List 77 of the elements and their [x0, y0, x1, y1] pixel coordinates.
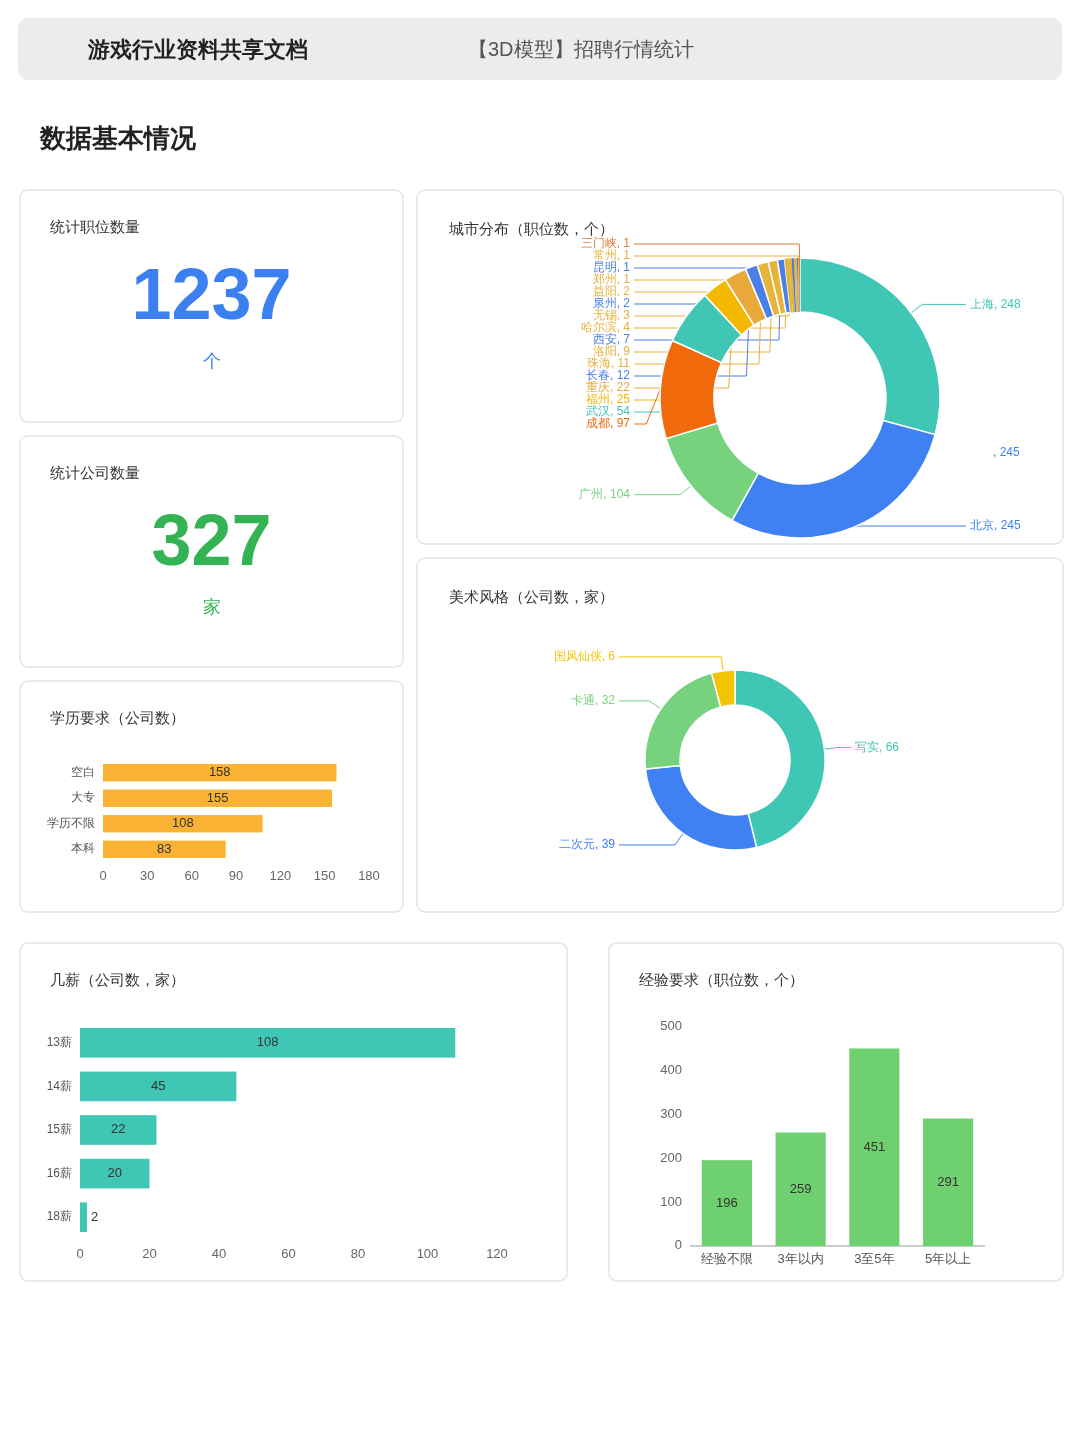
slice-label: 昆明, 1 — [592, 260, 631, 275]
slice-label: 写实, 66 — [855, 739, 900, 754]
chart-title: 学历要求（公司数） — [50, 708, 185, 726]
chart-title: 经验要求（职位数，个） — [639, 970, 804, 988]
data-label: 155 — [206, 789, 229, 805]
data-label: 83 — [157, 840, 172, 856]
slice-label: 常州, 1 — [592, 248, 631, 263]
x-tick-label: 3年以内 — [777, 1251, 824, 1267]
data-label: 259 — [789, 1180, 812, 1196]
text: 【3D模型】招聘行情统计 — [468, 38, 694, 61]
chart-title: 美术风格（公司数，家） — [449, 587, 614, 605]
text: 游戏行业资料共享文档 — [87, 36, 308, 62]
y-tick-label: 空白 — [71, 764, 95, 779]
text: 327 — [151, 500, 272, 581]
x-tick-label: 60 — [281, 1246, 296, 1262]
y-tick-label: 大专 — [71, 790, 95, 805]
x-tick-label: 20 — [142, 1246, 157, 1262]
data-label: 291 — [937, 1173, 959, 1189]
chart-title: 几薪（公司数，家） — [50, 970, 185, 988]
x-tick-label: 40 — [211, 1246, 227, 1262]
data-label: 196 — [716, 1194, 738, 1210]
y-tick-label: 13薪 — [46, 1034, 72, 1049]
slice-label: 洛阳, 9 — [592, 344, 631, 359]
data-label: 451 — [863, 1138, 886, 1154]
y-tick-label: 14薪 — [46, 1078, 72, 1093]
text: , 245 — [993, 445, 1021, 460]
x-tick-label: 150 — [313, 868, 336, 884]
slice-label: 郑州, 1 — [592, 272, 631, 287]
slice-label: 益阳, 2 — [592, 284, 631, 299]
x-tick-label: 0 — [99, 868, 107, 884]
slice-label: 广州, 104 — [579, 486, 631, 501]
y-tick-label: 100 — [660, 1193, 682, 1209]
data-label: 2 — [90, 1208, 99, 1224]
y-tick-label: 200 — [660, 1149, 682, 1165]
slice-label: 卡通, 32 — [570, 693, 616, 708]
y-tick-label: 300 — [660, 1106, 682, 1122]
data-label: 20 — [107, 1165, 122, 1181]
slice-label: 成都, 97 — [585, 416, 631, 431]
y-tick-label: 18薪 — [46, 1209, 72, 1224]
text: 数据基本情况 — [39, 122, 197, 153]
chart-title: 城市分布（职位数，个） — [448, 219, 614, 237]
x-tick-label: 80 — [350, 1246, 366, 1262]
slice-label: 上海, 248 — [970, 296, 1022, 311]
slice-label: 西安, 7 — [592, 332, 631, 347]
x-tick-label: 180 — [358, 868, 380, 884]
data-label: 108 — [256, 1034, 279, 1050]
slice-label: 国风仙侠, 6 — [553, 649, 616, 664]
y-tick-label: 学历不限 — [47, 815, 95, 830]
y-tick-label: 15薪 — [46, 1122, 72, 1137]
text: 家 — [202, 596, 221, 617]
slice-label: 福州, 25 — [585, 392, 631, 407]
data-label: 108 — [171, 815, 194, 831]
data-label: 158 — [208, 764, 231, 780]
data-label: 45 — [150, 1077, 166, 1093]
slice-label: 二次元, 39 — [558, 837, 616, 852]
y-tick-label: 500 — [660, 1018, 682, 1034]
data-label: 22 — [110, 1121, 126, 1137]
x-tick-label: 100 — [416, 1246, 439, 1262]
x-tick-label: 90 — [228, 868, 244, 884]
slice-label: 泉州, 2 — [592, 296, 631, 311]
slice-label: 北京, 245 — [970, 518, 1022, 533]
x-tick-label: 经验不限 — [700, 1251, 753, 1267]
x-tick-label: 120 — [269, 868, 292, 884]
x-tick-label: 3至5年 — [854, 1251, 895, 1267]
y-tick-label: 16薪 — [46, 1165, 72, 1180]
text: 统计公司数量 — [50, 463, 140, 481]
slice-label: 珠海, 11 — [586, 356, 631, 371]
text: 个 — [202, 350, 221, 371]
y-tick-label: 本科 — [71, 841, 95, 856]
slice-label: 武汉, 54 — [585, 404, 631, 419]
text: 统计职位数量 — [50, 217, 140, 235]
x-tick-label: 120 — [486, 1246, 508, 1262]
y-tick-label: 400 — [660, 1062, 682, 1078]
text: 1237 — [131, 254, 292, 335]
x-tick-label: 5年以上 — [925, 1251, 972, 1267]
x-tick-label: 30 — [140, 868, 155, 884]
x-tick-label: 60 — [184, 868, 199, 884]
